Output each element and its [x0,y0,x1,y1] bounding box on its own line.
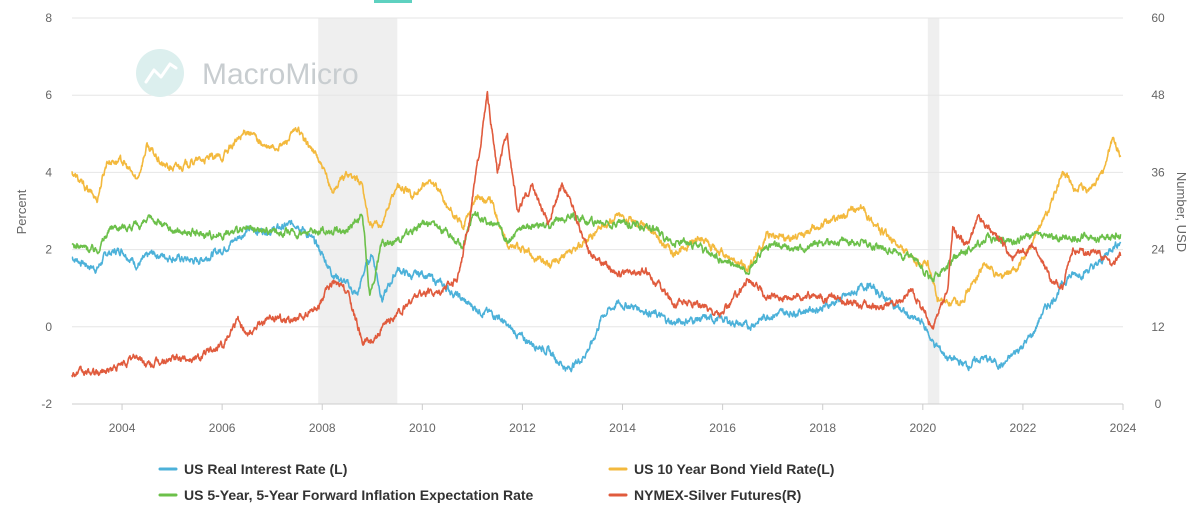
recession-shade-1 [318,18,398,404]
x-tick-label: 2018 [809,421,836,435]
x-tick-label: 2008 [309,421,336,435]
recession-shades [318,18,940,404]
grid-lines [72,17,1123,328]
right-tick-label: 24 [1151,243,1165,257]
top-indicator-tab [374,0,412,3]
macromicro-watermark: MacroMicro [136,49,359,97]
legend-item-3[interactable]: US 5-Year, 5-Year Forward Inflation Expe… [184,487,534,503]
legend-item-1[interactable]: US Real Interest Rate (L) [184,461,347,477]
x-tick-label: 2006 [209,421,236,435]
series-lines [71,90,1122,378]
right-tick-label: 12 [1151,320,1165,334]
right-tick-label: 36 [1151,165,1165,179]
x-tick-label: 2004 [109,421,136,435]
right-tick-label: 60 [1151,11,1165,25]
legend-item-2[interactable]: US 10 Year Bond Yield Rate(L) [634,461,834,477]
left-tick-label: -2 [41,397,52,411]
left-tick-label: 2 [45,243,52,257]
left-tick-label: 6 [45,88,52,102]
logo-zigzag-icon [144,62,178,84]
x-tick-label: 2010 [409,421,436,435]
macromicro-logo-icon [136,49,184,97]
x-tick-label: 2016 [709,421,736,435]
left-tick-label: 0 [45,320,52,334]
left-axis-title: Percent [14,189,29,234]
series-line-1[interactable] [71,219,1122,373]
x-tick-label: 2022 [1010,421,1037,435]
x-tick-label: 2012 [509,421,536,435]
series-line-4[interactable] [71,90,1122,378]
series-line-2[interactable] [71,126,1122,307]
axes: -2 0 0 12 2 24 4 36 6 48 8 60 2004 2006 2008 2010 2012 20… [41,11,1165,435]
watermark-text: MacroMicro [202,58,359,91]
recession-shade-2 [927,18,940,404]
series-line-3[interactable] [71,211,1122,296]
x-tick-label: 2024 [1110,421,1137,435]
legend: US Real Interest Rate (L) US 10 Year Bond… [158,461,834,503]
x-tick-label: 2014 [609,421,636,435]
legend-item-4[interactable]: NYMEX-Silver Futures(R) [634,487,801,503]
right-axis-title: Number, USD [1174,172,1189,252]
left-tick-label: 8 [45,11,52,25]
right-tick-label: 0 [1155,397,1162,411]
left-tick-label: 4 [45,165,52,179]
right-tick-label: 48 [1151,88,1165,102]
x-tick-label: 2020 [909,421,936,435]
